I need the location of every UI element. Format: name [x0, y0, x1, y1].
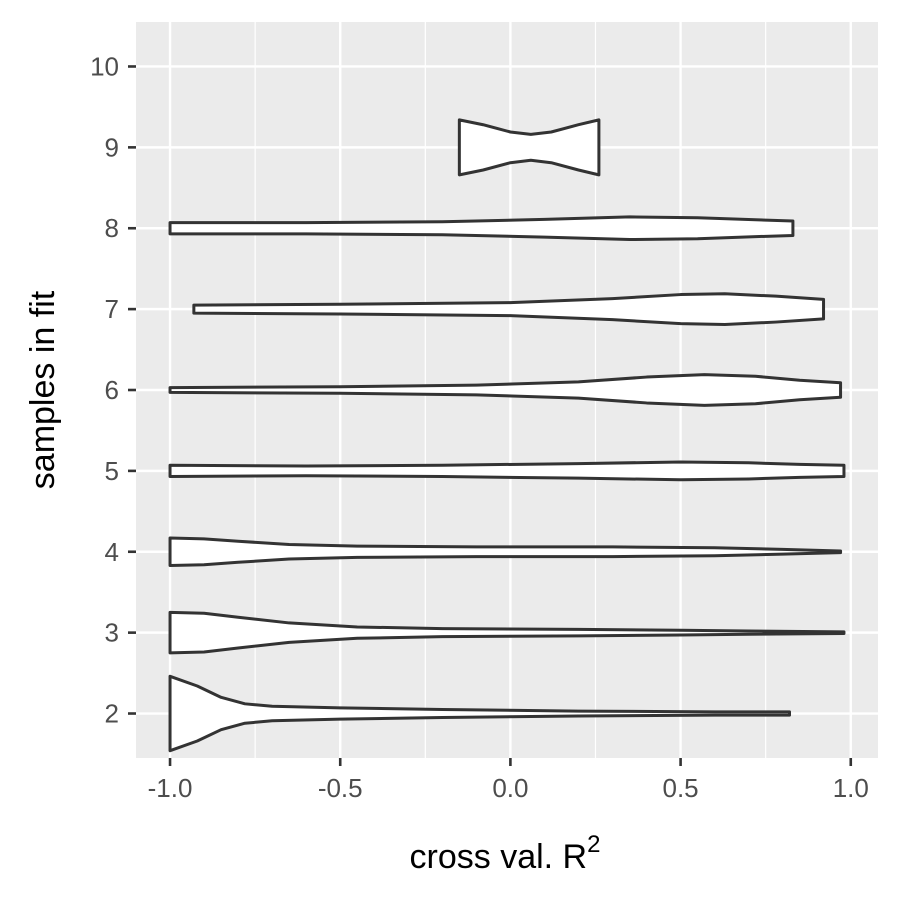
violin-6: [168, 373, 843, 407]
y-tick-label: 6: [105, 375, 119, 405]
violin-2: [168, 674, 791, 753]
x-tick-label: -0.5: [318, 773, 363, 803]
axes: -1.0 -0.5 0.0 0.5 1.0 2 3 4 5 6 7 8 9 10: [90, 51, 869, 803]
violin-5: [168, 460, 846, 482]
y-tick-label: 2: [105, 699, 119, 729]
violin-4: [168, 536, 843, 568]
x-axis-title-text: cross val. R: [410, 838, 588, 876]
violin-9: [457, 118, 601, 177]
violins: [168, 118, 846, 753]
x-tick-label: 0.5: [663, 773, 699, 803]
x-axis-title-superscript: 2: [587, 831, 600, 858]
y-tick-label: 7: [105, 294, 119, 324]
x-axis-title: cross val. R2: [410, 831, 601, 876]
y-tick-label: 3: [105, 618, 119, 648]
violin-7: [192, 292, 826, 326]
y-tick-label: 9: [105, 132, 119, 162]
x-tick-label: -1.0: [148, 773, 193, 803]
y-tick-label: 10: [90, 51, 119, 81]
y-tick-label: 8: [105, 213, 119, 243]
x-tick-label: 0.0: [492, 773, 528, 803]
y-tick-label: 4: [105, 537, 119, 567]
y-axis-title: samples in fit: [24, 290, 62, 489]
x-tick-label: 1.0: [833, 773, 869, 803]
violin-3: [168, 610, 846, 655]
y-tick-label: 5: [105, 456, 119, 486]
violin-8: [168, 215, 795, 242]
